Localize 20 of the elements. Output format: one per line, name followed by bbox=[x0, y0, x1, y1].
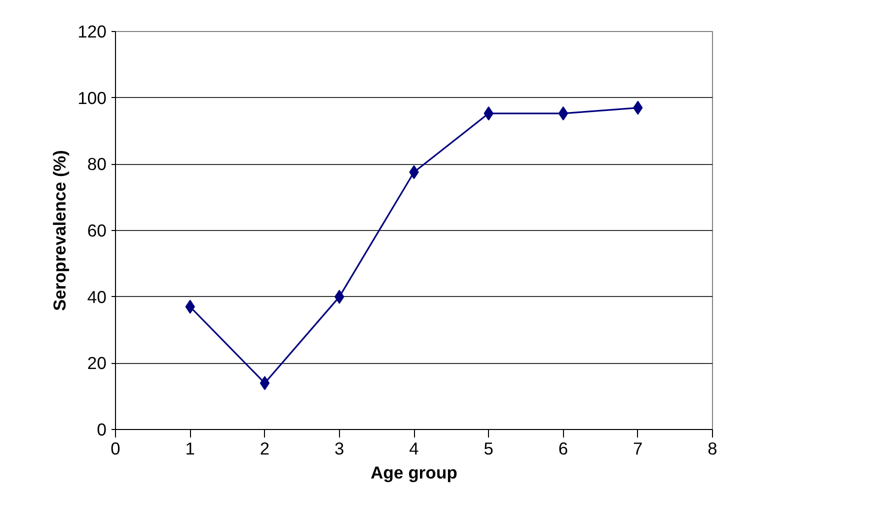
x-tick-label: 8 bbox=[708, 438, 718, 458]
y-tick-label: 40 bbox=[87, 286, 107, 307]
x-tick-label: 5 bbox=[484, 438, 494, 458]
point bbox=[260, 376, 270, 390]
x-axis-title: Age group bbox=[370, 462, 458, 482]
x-tick-label: 6 bbox=[558, 438, 568, 458]
y-tick-label: 80 bbox=[87, 154, 107, 174]
x-tick-label: 1 bbox=[185, 438, 195, 458]
y-tick-label: 0 bbox=[96, 420, 107, 440]
y-axis-title: Seroprevalence (%) bbox=[50, 150, 70, 311]
x-tick-label: 2 bbox=[260, 438, 270, 458]
y-tick-label: 120 bbox=[78, 22, 107, 42]
x-tick-label: 4 bbox=[409, 438, 420, 458]
x-tick-label: 7 bbox=[633, 438, 643, 458]
x-tick-label: 0 bbox=[110, 438, 120, 458]
x-tick-label: 3 bbox=[334, 438, 344, 458]
y-tick-label: 20 bbox=[87, 353, 107, 374]
y-tick-label: 100 bbox=[78, 88, 107, 108]
y-tick-label: 60 bbox=[87, 220, 107, 240]
point bbox=[558, 106, 568, 120]
